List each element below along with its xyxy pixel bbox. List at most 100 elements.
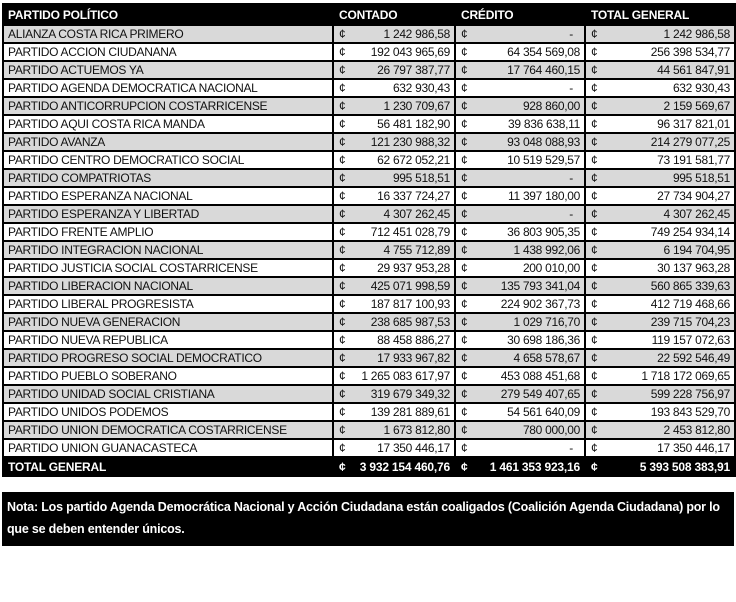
currency-symbol: ¢ <box>461 333 468 347</box>
currency-symbol: ¢ <box>339 225 346 239</box>
currency-symbol: ¢ <box>591 405 598 419</box>
total-general-cell: ¢ 96 317 821,01 <box>584 114 736 134</box>
currency-symbol: ¢ <box>591 225 598 239</box>
credito-cell: ¢ 64 354 569,08 <box>454 42 586 62</box>
contado-cell: ¢ 4 307 262,45 <box>332 204 456 224</box>
party-name: PARTIDO PROGRESO SOCIAL DEMOCRATICO <box>2 348 334 368</box>
currency-symbol: ¢ <box>461 279 468 293</box>
header-contado: CONTADO <box>332 3 456 26</box>
contado-value: 26 797 387,77 <box>377 63 450 77</box>
party-name: PARTIDO UNIDAD SOCIAL CRISTIANA <box>2 384 334 404</box>
header-partido-politico: PARTIDO POLÍTICO <box>2 3 334 26</box>
total-general-value: 412 719 468,66 <box>650 297 731 311</box>
party-name: PARTIDO ANTICORRUPCION COSTARRICENSE <box>2 96 334 116</box>
total-general-value: 632 930,43 <box>672 81 730 95</box>
total-general-cell: ¢ 30 137 963,28 <box>584 258 736 278</box>
currency-symbol: ¢ <box>461 117 468 131</box>
table-row: PARTIDO AQUI COSTA RICA MANDA ¢ 56 481 182… <box>2 114 736 134</box>
footnote: Nota: Los partido Agenda Democrática Nac… <box>2 492 734 546</box>
header-row: PARTIDO POLÍTICO CONTADO CRÉDITO TOTAL G… <box>2 3 736 26</box>
currency-symbol: ¢ <box>461 315 468 329</box>
credito-value: 453 088 451,68 <box>500 369 581 383</box>
table-row: PARTIDO JUSTICIA SOCIAL COSTARRICENSE ¢ 29… <box>2 258 736 278</box>
currency-symbol: ¢ <box>591 315 598 329</box>
currency-symbol: ¢ <box>461 153 468 167</box>
currency-symbol: ¢ <box>591 171 598 185</box>
currency-symbol: ¢ <box>461 459 468 474</box>
currency-symbol: ¢ <box>339 207 346 221</box>
contado-value: 187 817 100,93 <box>370 297 451 311</box>
total-general-cell: ¢ 632 930,43 <box>584 78 736 98</box>
contado-cell: ¢ 995 518,51 <box>332 168 456 188</box>
currency-symbol: ¢ <box>339 405 346 419</box>
currency-symbol: ¢ <box>591 369 598 383</box>
total-general-cell: ¢ 6 194 704,95 <box>584 240 736 260</box>
currency-symbol: ¢ <box>461 387 468 401</box>
credito-cell: ¢ - <box>454 168 586 188</box>
currency-symbol: ¢ <box>461 63 468 77</box>
table-row: PARTIDO AGENDA DEMOCRATICA NACIONAL ¢ 632 … <box>2 78 736 98</box>
contado-value: 17 933 967,82 <box>377 351 450 365</box>
total-general-value: 96 317 821,01 <box>657 117 730 131</box>
header-credito: CRÉDITO <box>454 3 586 26</box>
currency-symbol: ¢ <box>461 135 468 149</box>
credito-value: - <box>569 171 573 185</box>
table-row: PARTIDO ESPERANZA NACIONAL ¢ 16 337 724,27… <box>2 186 736 206</box>
contado-cell: ¢ 1 242 986,58 <box>332 24 456 44</box>
currency-symbol: ¢ <box>461 261 468 275</box>
contado-cell: ¢ 139 281 889,61 <box>332 402 456 422</box>
total-general-cell: ¢ 1 242 986,58 <box>584 24 736 44</box>
table-row: PARTIDO ESPERANZA Y LIBERTAD ¢ 4 307 262,4… <box>2 204 736 224</box>
party-name: PARTIDO UNIDOS PODEMOS <box>2 402 334 422</box>
party-name: PARTIDO UNION DEMOCRATICA COSTARRICENSE <box>2 420 334 440</box>
credito-cell: ¢ - <box>454 204 586 224</box>
total-general-cell: ¢ 214 279 077,25 <box>584 132 736 152</box>
currency-symbol: ¢ <box>591 99 598 113</box>
party-name: PARTIDO LIBERACION NACIONAL <box>2 276 334 296</box>
contado-value: 139 281 889,61 <box>370 405 451 419</box>
total-general-cell: ¢ 17 350 446,17 <box>584 438 736 458</box>
table-row: PARTIDO NUEVA REPUBLICA ¢ 88 458 886,27 ¢ 30… <box>2 330 736 350</box>
currency-symbol: ¢ <box>339 81 346 95</box>
currency-symbol: ¢ <box>339 135 346 149</box>
contado-value: 192 043 965,69 <box>370 45 451 59</box>
contado-value: 1 242 986,58 <box>383 27 451 41</box>
contado-value: 1 265 083 617,97 <box>361 369 450 383</box>
currency-symbol: ¢ <box>591 135 598 149</box>
table-row: PARTIDO FRENTE AMPLIO ¢ 712 451 028,79 ¢ 36 … <box>2 222 736 242</box>
currency-symbol: ¢ <box>591 351 598 365</box>
credito-cell: ¢ 54 561 640,09 <box>454 402 586 422</box>
total-credito-cell: ¢ 1 461 353 923,16 <box>454 456 586 477</box>
credito-value: 30 698 186,36 <box>507 333 580 347</box>
contado-cell: ¢ 17 350 446,17 <box>332 438 456 458</box>
currency-symbol: ¢ <box>591 333 598 347</box>
total-general-value: 22 592 546,49 <box>657 351 730 365</box>
table-row: PARTIDO PUEBLO SOBERANO ¢ 1 265 083 617,97… <box>2 366 736 386</box>
currency-symbol: ¢ <box>339 189 346 203</box>
currency-symbol: ¢ <box>591 117 598 131</box>
party-name: PARTIDO COMPATRIOTAS <box>2 168 334 188</box>
total-general-cell: ¢ 119 157 072,63 <box>584 330 736 350</box>
currency-symbol: ¢ <box>461 243 468 257</box>
credito-value: 17 764 460,15 <box>507 63 580 77</box>
currency-symbol: ¢ <box>591 45 598 59</box>
credito-value: 10 519 529,57 <box>507 153 580 167</box>
table-row: PARTIDO UNION GUANACASTECA ¢ 17 350 446,17… <box>2 438 736 458</box>
total-general-value: 749 254 934,14 <box>650 225 731 239</box>
contado-value: 16 337 724,27 <box>377 189 450 203</box>
currency-symbol: ¢ <box>461 27 468 41</box>
credito-cell: ¢ 279 549 407,65 <box>454 384 586 404</box>
currency-symbol: ¢ <box>339 45 346 59</box>
total-general-value: 6 194 704,95 <box>663 243 731 257</box>
total-general-cell: ¢ 193 843 529,70 <box>584 402 736 422</box>
total-general-cell: ¢ 2 453 812,80 <box>584 420 736 440</box>
currency-symbol: ¢ <box>461 225 468 239</box>
party-name: PARTIDO ESPERANZA NACIONAL <box>2 186 334 206</box>
contado-value: 4 755 712,89 <box>383 243 451 257</box>
total-general-cell: ¢ 749 254 934,14 <box>584 222 736 242</box>
party-funding-table-wrap: PARTIDO POLÍTICO CONTADO CRÉDITO TOTAL G… <box>2 3 736 477</box>
party-name: PARTIDO ESPERANZA Y LIBERTAD <box>2 204 334 224</box>
currency-symbol: ¢ <box>339 459 346 474</box>
currency-symbol: ¢ <box>591 279 598 293</box>
table-row: PARTIDO CENTRO DEMOCRATICO SOCIAL ¢ 62 672… <box>2 150 736 170</box>
